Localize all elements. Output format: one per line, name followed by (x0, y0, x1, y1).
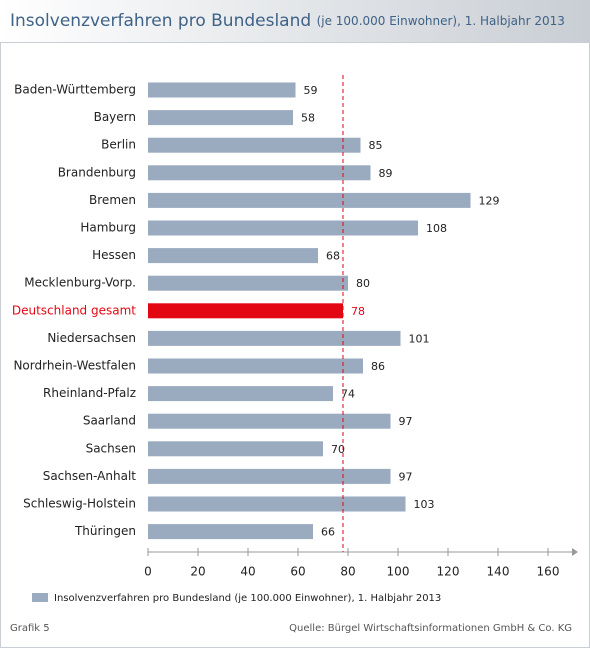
bar (148, 524, 313, 540)
category-label: Bremen (89, 193, 136, 207)
legend-swatch (32, 593, 48, 602)
bar (148, 192, 471, 208)
value-label: 103 (414, 498, 435, 511)
value-label: 97 (399, 470, 413, 483)
legend-label: Insolvenzverfahren pro Bundesland (je 10… (54, 593, 441, 604)
bar (148, 220, 418, 236)
category-label: Baden-Württemberg (14, 83, 136, 97)
chart-title: Insolvenzverfahren pro Bundesland (je 10… (10, 11, 565, 31)
bar (148, 330, 401, 346)
x-tick-label: 80 (340, 565, 355, 579)
bar (148, 82, 296, 98)
axis-arrow (572, 548, 578, 556)
category-label: Rheinland-Pfalz (43, 386, 136, 400)
title-main: Insolvenzverfahren pro Bundesland (10, 11, 311, 31)
bar (148, 248, 318, 264)
x-tick-label: 100 (387, 565, 410, 579)
value-label: 74 (341, 388, 355, 401)
value-label: 108 (426, 222, 447, 235)
value-label: 70 (331, 443, 345, 456)
category-label: Schleswig-Holstein (23, 497, 136, 511)
bar (148, 496, 406, 512)
value-label: 78 (351, 305, 365, 318)
value-label: 86 (371, 360, 385, 373)
x-tick-label: 40 (240, 565, 255, 579)
header-band (0, 0, 590, 42)
category-label: Deutschland gesamt (12, 303, 136, 317)
bar (148, 110, 293, 126)
value-label: 58 (301, 112, 315, 125)
x-tick-label: 60 (290, 565, 305, 579)
category-label: Nordrhein-Westfalen (13, 359, 136, 373)
bar (148, 358, 363, 374)
value-label: 89 (379, 167, 393, 180)
category-label: Hamburg (80, 221, 136, 235)
category-label: Bayern (94, 110, 136, 124)
value-label: 129 (479, 194, 500, 207)
value-label: 66 (321, 526, 335, 539)
subtitle: (je 100.000 Einwohner), 1. Halbjahr 2013 (317, 14, 565, 28)
value-label: 80 (356, 277, 370, 290)
x-tick-label: 160 (537, 565, 560, 579)
category-label: Mecklenburg-Vorp. (24, 276, 136, 290)
category-label: Sachsen (86, 441, 136, 455)
footer-right: Quelle: Bürgel Wirtschaftsinformationen … (289, 623, 572, 634)
category-label: Brandenburg (58, 165, 136, 179)
category-label: Sachsen-Anhalt (43, 469, 137, 483)
category-label: Niedersachsen (47, 331, 136, 345)
value-label: 97 (399, 415, 413, 428)
value-label: 59 (304, 84, 318, 97)
bar (148, 386, 333, 402)
x-tick-label: 0 (144, 565, 152, 579)
bar (148, 137, 361, 153)
value-label: 68 (326, 250, 340, 263)
bar (148, 165, 371, 181)
footer-left: Grafik 5 (10, 623, 50, 634)
category-label: Hessen (92, 248, 136, 262)
bar (148, 441, 323, 457)
bar (148, 413, 391, 429)
value-label: 101 (409, 332, 430, 345)
category-label: Thüringen (74, 524, 136, 538)
bar (148, 303, 343, 319)
x-tick-label: 120 (437, 565, 460, 579)
category-label: Saarland (83, 414, 136, 428)
value-label: 85 (369, 139, 383, 152)
category-label: Berlin (101, 138, 136, 152)
x-tick-label: 140 (487, 565, 510, 579)
bar (148, 275, 348, 291)
x-tick-label: 20 (190, 565, 205, 579)
bar (148, 468, 391, 484)
